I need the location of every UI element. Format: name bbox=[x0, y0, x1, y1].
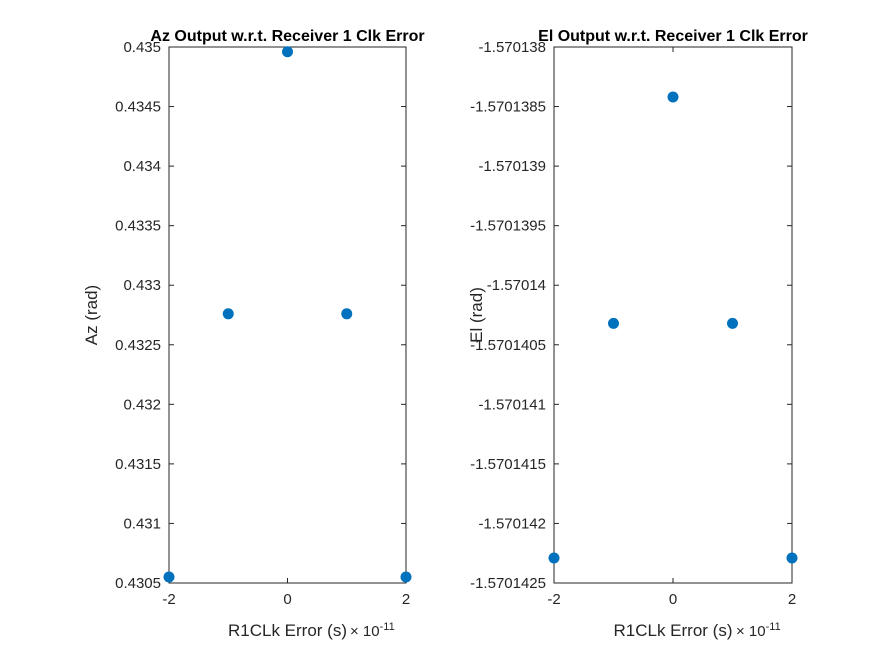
el-ytick-label: -1.570141 bbox=[478, 396, 546, 413]
az-data-point bbox=[341, 308, 353, 320]
az-data-point bbox=[400, 571, 412, 583]
el-ytick-label: -1.5701425 bbox=[470, 575, 546, 592]
el-ytick-label: -1.5701405 bbox=[470, 337, 546, 354]
az-x-exponent-base: × 10 bbox=[350, 623, 380, 640]
el-x-exponent-power: -11 bbox=[766, 621, 781, 633]
az-ytick-label: 0.434 bbox=[123, 158, 161, 175]
el-ytick-label: -1.5701415 bbox=[470, 456, 546, 473]
el-ytick-label: -1.5701385 bbox=[470, 99, 546, 116]
az-ytick-label: 0.431 bbox=[123, 515, 161, 532]
el-data-point bbox=[727, 317, 738, 329]
az-chart-panel: 0.4305 0.431 0.4315 0.432 0.4325 0.433 0.4335 0… bbox=[82, 28, 425, 640]
az-data-point bbox=[222, 308, 234, 320]
el-x-exponent-base: × 10 bbox=[736, 623, 766, 640]
el-data-point bbox=[548, 552, 560, 564]
el-ytick-label: -1.570142 bbox=[478, 515, 546, 532]
el-data-point bbox=[608, 317, 619, 329]
az-x-exponent-power: -11 bbox=[380, 621, 395, 633]
az-ytick-label: 0.4335 bbox=[115, 218, 161, 235]
el-ytick-label: -1.570139 bbox=[478, 158, 546, 175]
az-x-exponent-label: × 10-11 bbox=[350, 621, 395, 640]
az-x-axis-label: R1CLk Error (s) bbox=[228, 621, 347, 640]
el-data-point bbox=[786, 552, 798, 564]
az-ytick-label: 0.432 bbox=[123, 396, 161, 413]
az-chart-title: Az Output w.r.t. Receiver 1 Clk Error bbox=[150, 28, 424, 45]
az-axes-box bbox=[168, 46, 407, 584]
az-ytick-label: 0.435 bbox=[123, 39, 161, 56]
az-ytick-label: 0.433 bbox=[123, 277, 161, 294]
el-ytick-label: -1.57014 bbox=[487, 277, 546, 294]
az-xtick-label: 0 bbox=[283, 591, 291, 608]
az-data-point bbox=[282, 46, 293, 58]
az-ytick-label: 0.4345 bbox=[115, 99, 161, 116]
az-xtick-label: -2 bbox=[162, 591, 175, 608]
el-chart-panel: -1.5701425-1.570142-1.5701415-1.570141-1… bbox=[467, 28, 808, 640]
el-ytick-label: -1.5701395 bbox=[470, 218, 546, 235]
az-y-axis-label: Az (rad) bbox=[82, 285, 101, 345]
az-data-point bbox=[163, 571, 175, 583]
el-data-point bbox=[667, 91, 679, 103]
el-xtick-label: 2 bbox=[788, 591, 796, 608]
az-ytick-label: 0.4325 bbox=[115, 337, 161, 354]
el-xtick-label: 0 bbox=[669, 591, 677, 608]
el-x-axis-label: R1CLk Error (s) bbox=[613, 621, 732, 640]
el-chart-title: El Output w.r.t. Receiver 1 Clk Error bbox=[538, 28, 808, 45]
el-xtick-label: -2 bbox=[547, 591, 560, 608]
az-ytick-label: 0.4315 bbox=[115, 456, 161, 473]
az-ytick-label: 0.4305 bbox=[115, 575, 161, 592]
el-axes-box bbox=[553, 46, 793, 584]
el-y-axis-label: El (rad) bbox=[467, 287, 486, 343]
el-x-exponent-label: × 10-11 bbox=[736, 621, 781, 640]
az-xtick-label: 2 bbox=[402, 591, 410, 608]
el-ytick-label: -1.570138 bbox=[478, 39, 546, 56]
